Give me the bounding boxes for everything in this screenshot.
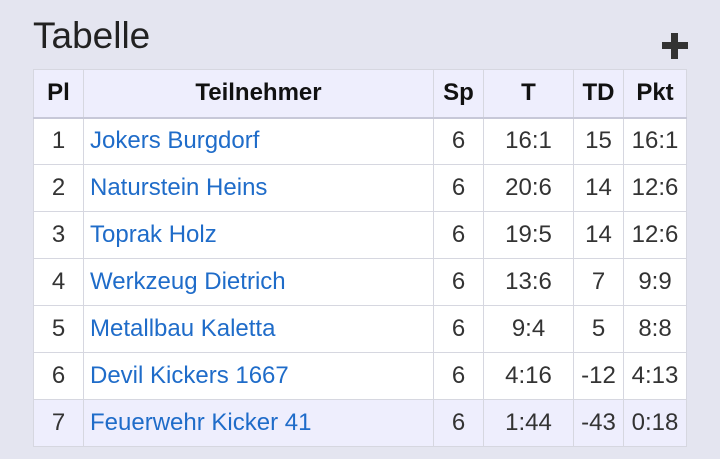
- goals-cell: 4:16: [483, 352, 574, 400]
- points-cell: 12:6: [623, 164, 687, 212]
- goal-diff-cell: 7: [573, 258, 624, 306]
- table-row: 2 Naturstein Heins 6 20:6 14 12:6: [33, 164, 687, 212]
- table-header-row: Pl Teilnehmer Sp T TD Pkt: [33, 69, 687, 119]
- column-header-td[interactable]: TD: [573, 69, 624, 119]
- games-cell: 6: [433, 117, 484, 165]
- goals-cell: 1:44: [483, 399, 574, 447]
- goals-cell: 20:6: [483, 164, 574, 212]
- games-cell: 6: [433, 258, 484, 306]
- games-cell: 6: [433, 211, 484, 259]
- team-cell: Naturstein Heins: [83, 164, 434, 212]
- team-link[interactable]: Feuerwehr Kicker 41: [90, 409, 312, 436]
- team-link[interactable]: Jokers Burgdorf: [90, 127, 260, 155]
- games-cell: 6: [433, 305, 484, 353]
- team-cell: Jokers Burgdorf: [83, 117, 434, 165]
- table-row: 1 Jokers Burgdorf 6 16:1 15 16:1: [33, 117, 687, 165]
- team-link[interactable]: Werkzeug Dietrich: [90, 268, 286, 295]
- goal-diff-cell: -12: [573, 352, 624, 400]
- table-row: 5 Metallbau Kaletta 6 9:4 5 8:8: [33, 305, 687, 353]
- table-row: 6 Devil Kickers 1667 6 4:16 -12 4:13: [33, 352, 687, 400]
- team-cell: Feuerwehr Kicker 41: [83, 399, 434, 447]
- goals-cell: 13:6: [483, 258, 574, 306]
- rank-cell: 1: [33, 117, 84, 165]
- rank-cell: 7: [33, 399, 84, 447]
- team-cell: Toprak Holz: [83, 211, 434, 259]
- points-cell: 12:6: [623, 211, 687, 259]
- games-cell: 6: [433, 164, 484, 212]
- rank-cell: 6: [33, 352, 84, 400]
- rank-cell: 4: [33, 258, 84, 306]
- rank-cell: 3: [33, 211, 84, 259]
- team-cell: Devil Kickers 1667: [83, 352, 434, 400]
- goal-diff-cell: -43: [573, 399, 624, 447]
- column-header-pl[interactable]: Pl: [33, 69, 84, 119]
- rank-cell: 5: [33, 305, 84, 353]
- goals-cell: 19:5: [483, 211, 574, 259]
- games-cell: 6: [433, 399, 484, 447]
- team-cell: Werkzeug Dietrich: [83, 258, 434, 306]
- team-link[interactable]: Devil Kickers 1667: [90, 362, 289, 389]
- plus-icon[interactable]: [660, 31, 690, 61]
- points-cell: 0:18: [623, 399, 687, 447]
- standings-table: Pl Teilnehmer Sp T TD Pkt 1 Jokers Burgd…: [33, 69, 687, 447]
- team-link[interactable]: Toprak Holz: [90, 221, 217, 248]
- rank-cell: 2: [33, 164, 84, 212]
- table-row: 7 Feuerwehr Kicker 41 6 1:44 -43 0:18: [33, 399, 687, 447]
- games-cell: 6: [433, 352, 484, 400]
- points-cell: 8:8: [623, 305, 687, 353]
- points-cell: 16:1: [623, 117, 687, 165]
- column-header-t[interactable]: T: [483, 69, 574, 119]
- team-cell: Metallbau Kaletta: [83, 305, 434, 353]
- column-header-pkt[interactable]: Pkt: [623, 69, 687, 119]
- table-row: 3 Toprak Holz 6 19:5 14 12:6: [33, 211, 687, 259]
- goal-diff-cell: 14: [573, 164, 624, 212]
- column-header-team[interactable]: Teilnehmer: [83, 69, 434, 119]
- team-link[interactable]: Metallbau Kaletta: [90, 315, 276, 342]
- points-cell: 9:9: [623, 258, 687, 306]
- page-title: Tabelle: [33, 15, 151, 56]
- goal-diff-cell: 15: [573, 117, 624, 165]
- goal-diff-cell: 5: [573, 305, 624, 353]
- team-link[interactable]: Naturstein Heins: [90, 174, 268, 201]
- column-header-sp[interactable]: Sp: [433, 69, 484, 119]
- table-row: 4 Werkzeug Dietrich 6 13:6 7 9:9: [33, 258, 687, 306]
- goal-diff-cell: 14: [573, 211, 624, 259]
- goals-cell: 16:1: [483, 117, 574, 165]
- goals-cell: 9:4: [483, 305, 574, 353]
- points-cell: 4:13: [623, 352, 687, 400]
